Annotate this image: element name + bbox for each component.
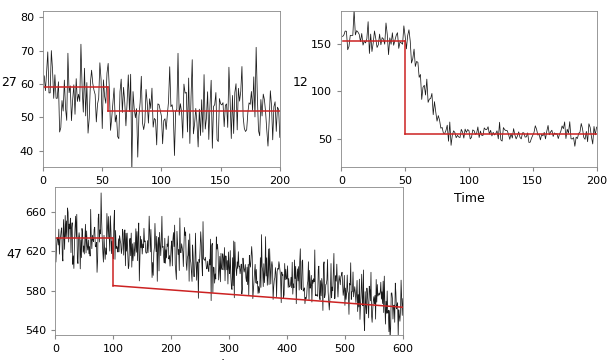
X-axis label: Time: Time (146, 192, 177, 205)
Y-axis label: 27: 27 (1, 76, 17, 89)
Y-axis label: 12: 12 (292, 76, 308, 89)
X-axis label: Time: Time (213, 359, 244, 360)
X-axis label: Time: Time (454, 192, 485, 205)
Y-axis label: 47: 47 (6, 248, 22, 261)
